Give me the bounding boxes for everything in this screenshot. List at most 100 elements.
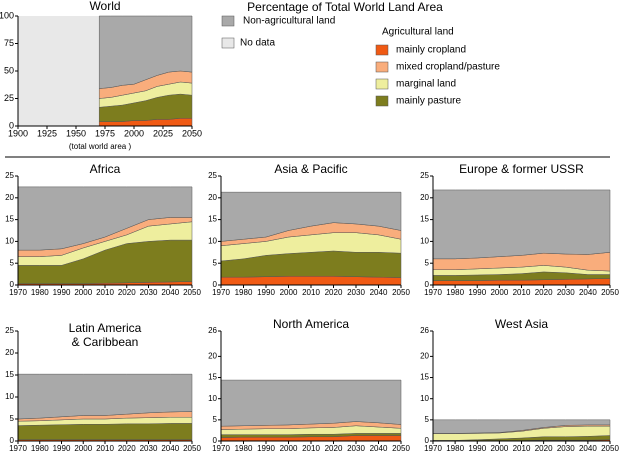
area-segment xyxy=(17,423,193,440)
x-tick-label: 1970 xyxy=(424,444,442,453)
x-tick-label: 2050 xyxy=(601,444,619,453)
legend-swatch xyxy=(221,37,235,49)
y-tick-label: 0 xyxy=(213,436,218,445)
y-tick-label: 20 xyxy=(208,193,217,202)
x-tick-label: 2040 xyxy=(370,444,388,453)
x-tick-label: 1950 xyxy=(66,128,86,138)
y-tick-label: 26 xyxy=(420,326,429,335)
panel-title: Africa xyxy=(89,162,121,176)
x-tick-label: 2050 xyxy=(183,288,201,297)
x-tick-label: 1970 xyxy=(212,444,230,453)
x-tick-label: 2020 xyxy=(325,288,343,297)
area-segment xyxy=(432,189,611,260)
y-tick-label: 5 xyxy=(10,258,15,267)
y-tick-label: 25 xyxy=(5,326,14,335)
x-tick-label: 2040 xyxy=(579,288,597,297)
y-tick-label: 26 xyxy=(208,326,217,335)
y-tick-label: 0 xyxy=(9,120,14,130)
x-tick-label: 2010 xyxy=(96,288,114,297)
y-tick-label: 15 xyxy=(208,373,217,382)
x-tick-label: 2000 xyxy=(280,288,298,297)
area-segment xyxy=(220,191,402,242)
y-tick-label: 0 xyxy=(213,280,218,289)
y-tick-label: 15 xyxy=(208,215,217,224)
area-segment xyxy=(98,15,193,89)
x-tick-label: 1975 xyxy=(95,128,115,138)
legend-label: mixed cropland/pasture xyxy=(396,62,500,73)
x-tick-label: 2050 xyxy=(183,444,201,453)
y-tick-label: 15 xyxy=(420,215,429,224)
x-tick-label: 2025 xyxy=(153,128,173,138)
y-tick-label: 20 xyxy=(420,351,429,360)
area-segment xyxy=(17,373,193,420)
y-tick-label: 25 xyxy=(420,171,429,180)
y-tick-label: 0 xyxy=(10,280,15,289)
legend-title: Agricultural land xyxy=(382,27,454,38)
x-tick-label: 1980 xyxy=(31,288,49,297)
x-tick-label: 2030 xyxy=(557,288,575,297)
legend-label: Non-agricultural land xyxy=(243,16,335,27)
x-tick-label: 2010 xyxy=(513,288,531,297)
x-tick-label: 2050 xyxy=(392,288,410,297)
x-tick-label: 2020 xyxy=(535,288,553,297)
y-tick-label: 50 xyxy=(4,65,14,75)
panel-title: Asia & Pacific xyxy=(274,162,348,176)
x-tick-label: 1990 xyxy=(257,288,275,297)
y-tick-label: 10 xyxy=(420,394,429,403)
y-tick-label: 15 xyxy=(420,373,429,382)
x-tick-label: 1970 xyxy=(212,288,230,297)
y-tick-label: 5 xyxy=(425,258,430,267)
x-tick-label: 2010 xyxy=(302,444,320,453)
legend-swatch xyxy=(221,15,235,27)
area-segment xyxy=(17,186,193,251)
x-tick-label: 2040 xyxy=(579,444,597,453)
y-tick-label: 25 xyxy=(5,171,14,180)
legend-swatch xyxy=(375,95,389,107)
x-tick-label: 2000 xyxy=(490,444,508,453)
x-tick-label: 1925 xyxy=(37,128,57,138)
x-tick-label: 1990 xyxy=(53,444,71,453)
x-tick-label: 2050 xyxy=(182,128,202,138)
panel-title: Europe & former USSR xyxy=(459,162,584,176)
area-segment xyxy=(220,276,402,286)
x-tick-label: 2000 xyxy=(124,128,144,138)
y-tick-label: 20 xyxy=(420,193,429,202)
legend-swatch xyxy=(375,78,389,90)
legend-swatch xyxy=(375,61,389,73)
y-tick-label: 10 xyxy=(208,237,217,246)
legend-label: marginal land xyxy=(396,79,456,90)
panel-title: Latin America & Caribbean xyxy=(68,321,142,349)
y-tick-label: 100 xyxy=(0,10,14,20)
x-tick-label: 1980 xyxy=(446,444,464,453)
y-tick-label: 25 xyxy=(208,171,217,180)
x-tick-label: 1970 xyxy=(9,444,27,453)
x-tick-label: 2040 xyxy=(161,288,179,297)
x-tick-label: 1990 xyxy=(468,444,486,453)
y-tick-label: 5 xyxy=(213,258,218,267)
x-tick-label: 2000 xyxy=(74,288,92,297)
legend-label: mainly pasture xyxy=(396,96,461,107)
x-tick-label: 1970 xyxy=(9,288,27,297)
x-tick-label: 2010 xyxy=(302,288,320,297)
x-tick-label: 2020 xyxy=(118,444,136,453)
x-tick-label: 2020 xyxy=(535,444,553,453)
x-tick-label: 2000 xyxy=(280,444,298,453)
x-tick-label: 2010 xyxy=(96,444,114,453)
panel-title: North America xyxy=(272,317,350,331)
no-data-region xyxy=(18,16,100,126)
legend-swatch xyxy=(375,44,389,56)
y-tick-label: 15 xyxy=(5,370,14,379)
x-tick-label: 2040 xyxy=(370,288,388,297)
y-tick-label: 5 xyxy=(213,415,218,424)
x-tick-label: 1980 xyxy=(235,288,253,297)
x-tick-label: 1990 xyxy=(53,288,71,297)
area-segment xyxy=(220,379,402,427)
y-tick-label: 20 xyxy=(5,193,14,202)
x-tick-label: 1970 xyxy=(424,288,442,297)
x-tick-label: 1980 xyxy=(446,288,464,297)
x-tick-label: 2000 xyxy=(74,444,92,453)
area-segment xyxy=(432,419,611,434)
x-tick-label: 2020 xyxy=(325,444,343,453)
